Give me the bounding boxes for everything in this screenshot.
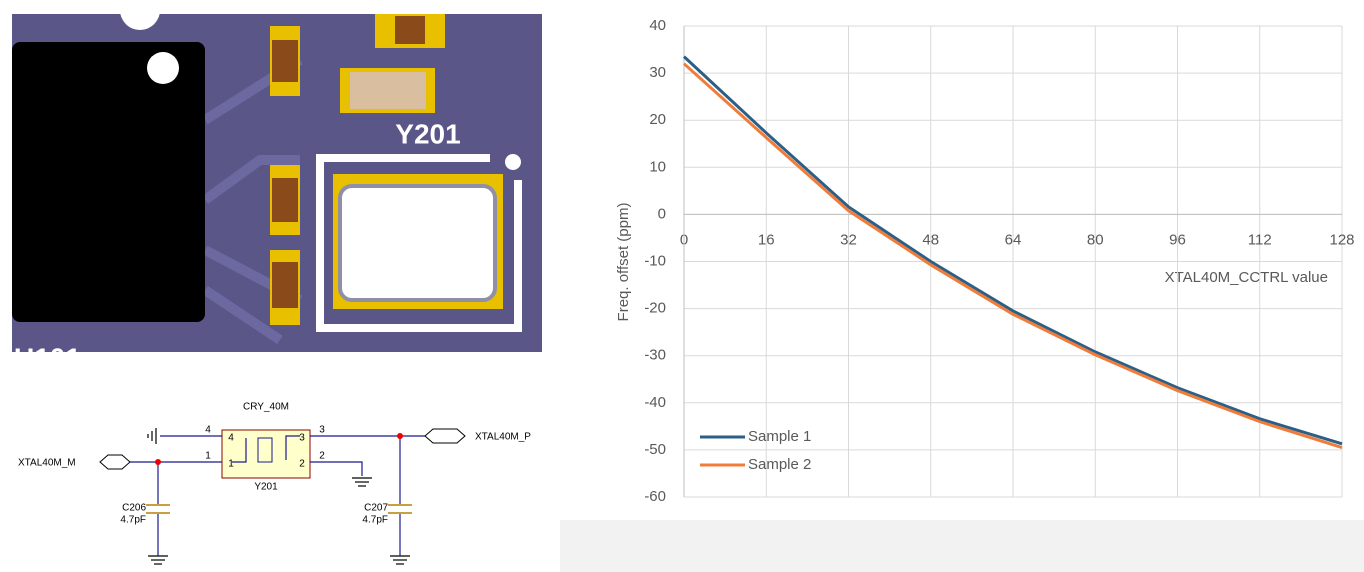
- schematic: CRY_40M Y201 4 1 3 2 4 1 3 2 XTAL40M_M X…: [10, 388, 545, 572]
- y-axis-title: Freq. offset (ppm): [615, 203, 632, 322]
- y-tick-label: -50: [644, 441, 666, 458]
- cap-ref: C207: [364, 503, 388, 514]
- pin-number: 3: [299, 433, 305, 444]
- y-tick-label: 20: [649, 111, 666, 128]
- pcb-photo: Y201 U101: [12, 0, 542, 373]
- pin-number: 2: [319, 451, 325, 462]
- pin-number: 2: [299, 459, 305, 470]
- y-tick-label: 0: [658, 205, 666, 222]
- chart: Freq. offset (ppm) XTAL40M_CCTRL value -…: [597, 0, 1364, 520]
- x-tick-label: 80: [1087, 231, 1104, 248]
- pcb-label: U101: [14, 342, 81, 373]
- pin-number: 1: [205, 451, 211, 462]
- page: Y201 U101 CRY_40M Y201 4 1 3 2 4 1 3 2 X…: [0, 0, 1364, 572]
- pin-number: 4: [205, 425, 211, 436]
- ref: Y201: [254, 482, 278, 493]
- cap-value: 4.7pF: [120, 515, 146, 526]
- x-tick-label: 32: [840, 231, 857, 248]
- x-tick-label: 16: [758, 231, 775, 248]
- y-tick-label: -60: [644, 488, 666, 505]
- x-tick-label: 96: [1169, 231, 1186, 248]
- legend-label: Sample 1: [748, 428, 811, 445]
- part-name: CRY_40M: [243, 402, 289, 413]
- cap-ref: C206: [122, 503, 146, 514]
- pin-number: 1: [228, 459, 234, 470]
- x-tick-label: 128: [1329, 231, 1354, 248]
- y-tick-label: -30: [644, 347, 666, 364]
- y-tick-label: -10: [644, 252, 666, 269]
- pcb-label: Y201: [395, 118, 460, 149]
- y-tick-label: -40: [644, 394, 666, 411]
- x-tick-label: 48: [922, 231, 939, 248]
- pin-number: 3: [319, 425, 325, 436]
- cap-value: 4.7pF: [362, 515, 388, 526]
- y-tick-label: -20: [644, 300, 666, 317]
- legend-label: Sample 2: [748, 456, 811, 473]
- pin-number: 4: [228, 433, 234, 444]
- x-axis-title: XTAL40M_CCTRL value: [1165, 269, 1328, 286]
- y-tick-label: 30: [649, 64, 666, 81]
- y-tick-label: 10: [649, 158, 666, 175]
- backdrop: [560, 520, 1364, 572]
- net-label: XTAL40M_P: [475, 432, 531, 443]
- net-label: XTAL40M_M: [18, 458, 76, 469]
- x-tick-label: 64: [1005, 231, 1022, 248]
- y-tick-label: 40: [649, 17, 666, 34]
- x-tick-label: 112: [1248, 231, 1272, 248]
